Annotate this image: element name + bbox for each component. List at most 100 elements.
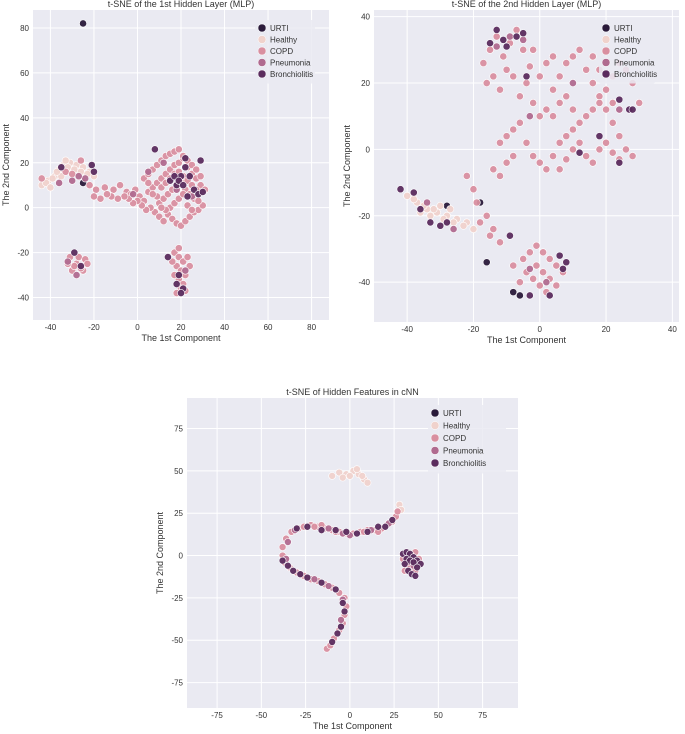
point-healthy [48, 174, 57, 183]
series-bronchiolitis [57, 145, 207, 297]
x-tick-label: -75 [211, 711, 223, 720]
point-copd [555, 165, 564, 174]
point-bronchiolitis [519, 29, 528, 38]
point-healthy [358, 472, 367, 480]
point-copd [174, 145, 183, 154]
point-copd [525, 248, 534, 257]
series-healthy [328, 465, 405, 514]
point-copd [535, 112, 544, 121]
point-healthy [459, 221, 468, 230]
point-copd [615, 132, 624, 141]
x-tick-label: -40 [401, 325, 413, 334]
chart-title: t-SNE of the 1st Hidden Layer (MLP) [108, 0, 255, 9]
y-tick-label: -25 [171, 594, 183, 603]
legend-marker-copd [257, 46, 267, 56]
point-copd [174, 244, 183, 253]
point-healthy [61, 156, 70, 165]
y-tick-label: 20 [361, 79, 370, 88]
point-copd [196, 172, 205, 181]
point-bronchiolitis [628, 105, 637, 114]
point-bronchiolitis [177, 289, 185, 297]
point-copd [96, 194, 105, 203]
legend-box [428, 405, 506, 474]
legend-label-urti: URTI [443, 409, 462, 418]
y-axis-label: The 2nd Component [155, 511, 165, 594]
point-copd [532, 241, 541, 250]
point-bronchiolitis [559, 264, 567, 273]
point-bronchiolitis [411, 572, 420, 580]
point-copd [486, 231, 494, 240]
point-copd [588, 158, 597, 167]
series-bronchiolitis [278, 516, 425, 646]
y-tick-label: 0 [179, 552, 184, 561]
x-axis-label: The 1st Component [141, 333, 221, 343]
point-copd [552, 281, 561, 290]
point-copd [608, 148, 617, 157]
point-healthy [446, 205, 455, 214]
point-copd [489, 72, 498, 81]
series-urti [79, 19, 87, 187]
point-bronchiolitis [502, 42, 511, 51]
legend-label-healthy: Healthy [443, 422, 470, 431]
point-copd [635, 99, 644, 107]
point-copd [595, 145, 604, 154]
x-tick-label: 50 [434, 711, 443, 720]
point-copd [187, 206, 196, 214]
point-copd [486, 45, 494, 54]
point-pneumonia [63, 257, 72, 266]
point-bronchiolitis [595, 132, 604, 141]
point-copd [555, 138, 564, 147]
point-bronchiolitis [615, 158, 624, 167]
x-tick-label: 40 [220, 323, 229, 332]
point-copd [492, 32, 501, 41]
point-healthy [409, 195, 418, 204]
point-bronchiolitis [70, 248, 79, 257]
point-bronchiolitis [486, 39, 494, 48]
point-copd [522, 138, 531, 147]
point-pneumonia [284, 538, 292, 546]
legend-marker-healthy [601, 35, 611, 44]
point-bronchiolitis [338, 599, 347, 607]
point-bronchiolitis [87, 161, 96, 169]
point-bronchiolitis [317, 578, 326, 587]
y-tick-label: 40 [361, 13, 370, 22]
point-pneumonia [449, 225, 458, 233]
point-bronchiolitis [331, 585, 340, 594]
x-tick-label: 60 [264, 323, 273, 332]
point-copd [539, 268, 547, 277]
point-copd [595, 92, 604, 101]
point-copd [512, 26, 521, 34]
points-layer [278, 465, 425, 653]
point-bronchiolitis [522, 72, 531, 81]
point-healthy [469, 225, 478, 233]
point-pneumonia [423, 198, 431, 207]
legend-box [599, 20, 655, 84]
point-copd [529, 152, 538, 160]
point-bronchiolitis [292, 524, 301, 533]
point-copd [116, 181, 124, 190]
point-copd [529, 99, 538, 107]
point-bronchiolitis [562, 258, 571, 267]
series-pneumonia [55, 158, 196, 279]
point-bronchiolitis [185, 172, 194, 181]
point-healthy [363, 478, 372, 487]
x-tick-label: 40 [668, 325, 677, 334]
legend-label-copd: COPD [270, 47, 293, 56]
point-copd [515, 118, 524, 127]
point-pneumonia [525, 112, 534, 121]
legend-label-pneumonia: Pneumonia [270, 59, 311, 68]
point-pneumonia [310, 575, 319, 584]
point-copd [535, 281, 544, 290]
point-pneumonia [569, 79, 577, 87]
point-copd [525, 62, 534, 71]
point-pneumonia [159, 158, 168, 167]
point-copd [522, 79, 531, 87]
point-healthy [429, 205, 438, 214]
point-copd [509, 125, 518, 134]
point-bronchiolitis [317, 526, 326, 534]
point-copd [575, 118, 584, 127]
point-copd [582, 65, 591, 74]
point-copd [515, 278, 524, 287]
point-bronchiolitis [400, 560, 409, 568]
point-healthy [436, 201, 445, 210]
